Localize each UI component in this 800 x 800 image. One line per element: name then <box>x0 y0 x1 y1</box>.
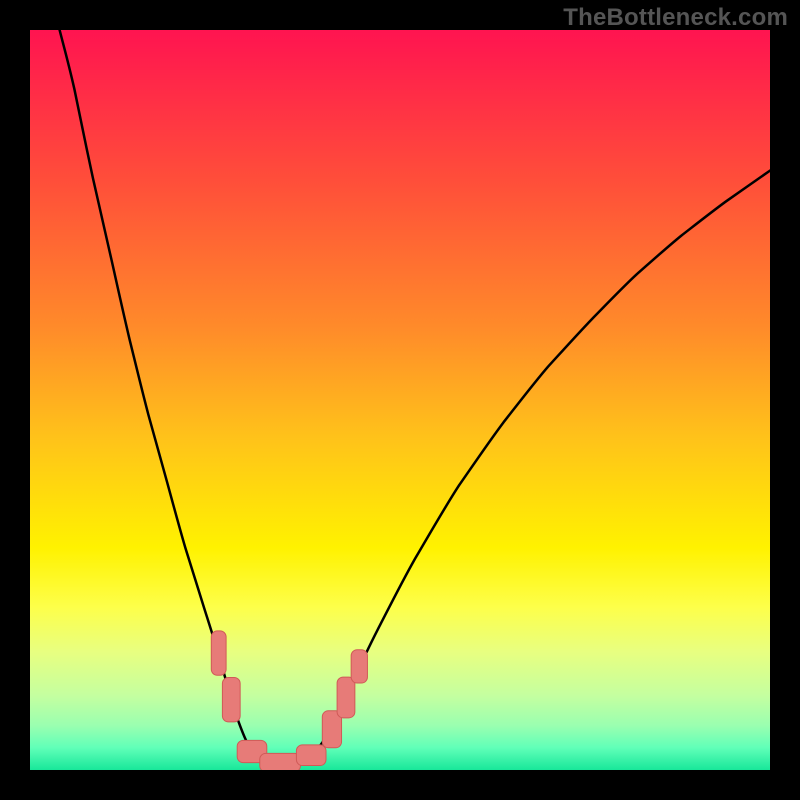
data-marker <box>222 678 240 722</box>
plot-background <box>30 30 770 770</box>
figure-root: TheBottleneck.com <box>0 0 800 800</box>
watermark-text: TheBottleneck.com <box>563 4 788 32</box>
bottleneck-chart <box>30 30 770 770</box>
data-marker <box>351 650 367 683</box>
data-marker <box>260 753 301 770</box>
data-marker <box>211 631 226 675</box>
data-marker <box>337 677 355 718</box>
data-marker <box>296 745 326 766</box>
